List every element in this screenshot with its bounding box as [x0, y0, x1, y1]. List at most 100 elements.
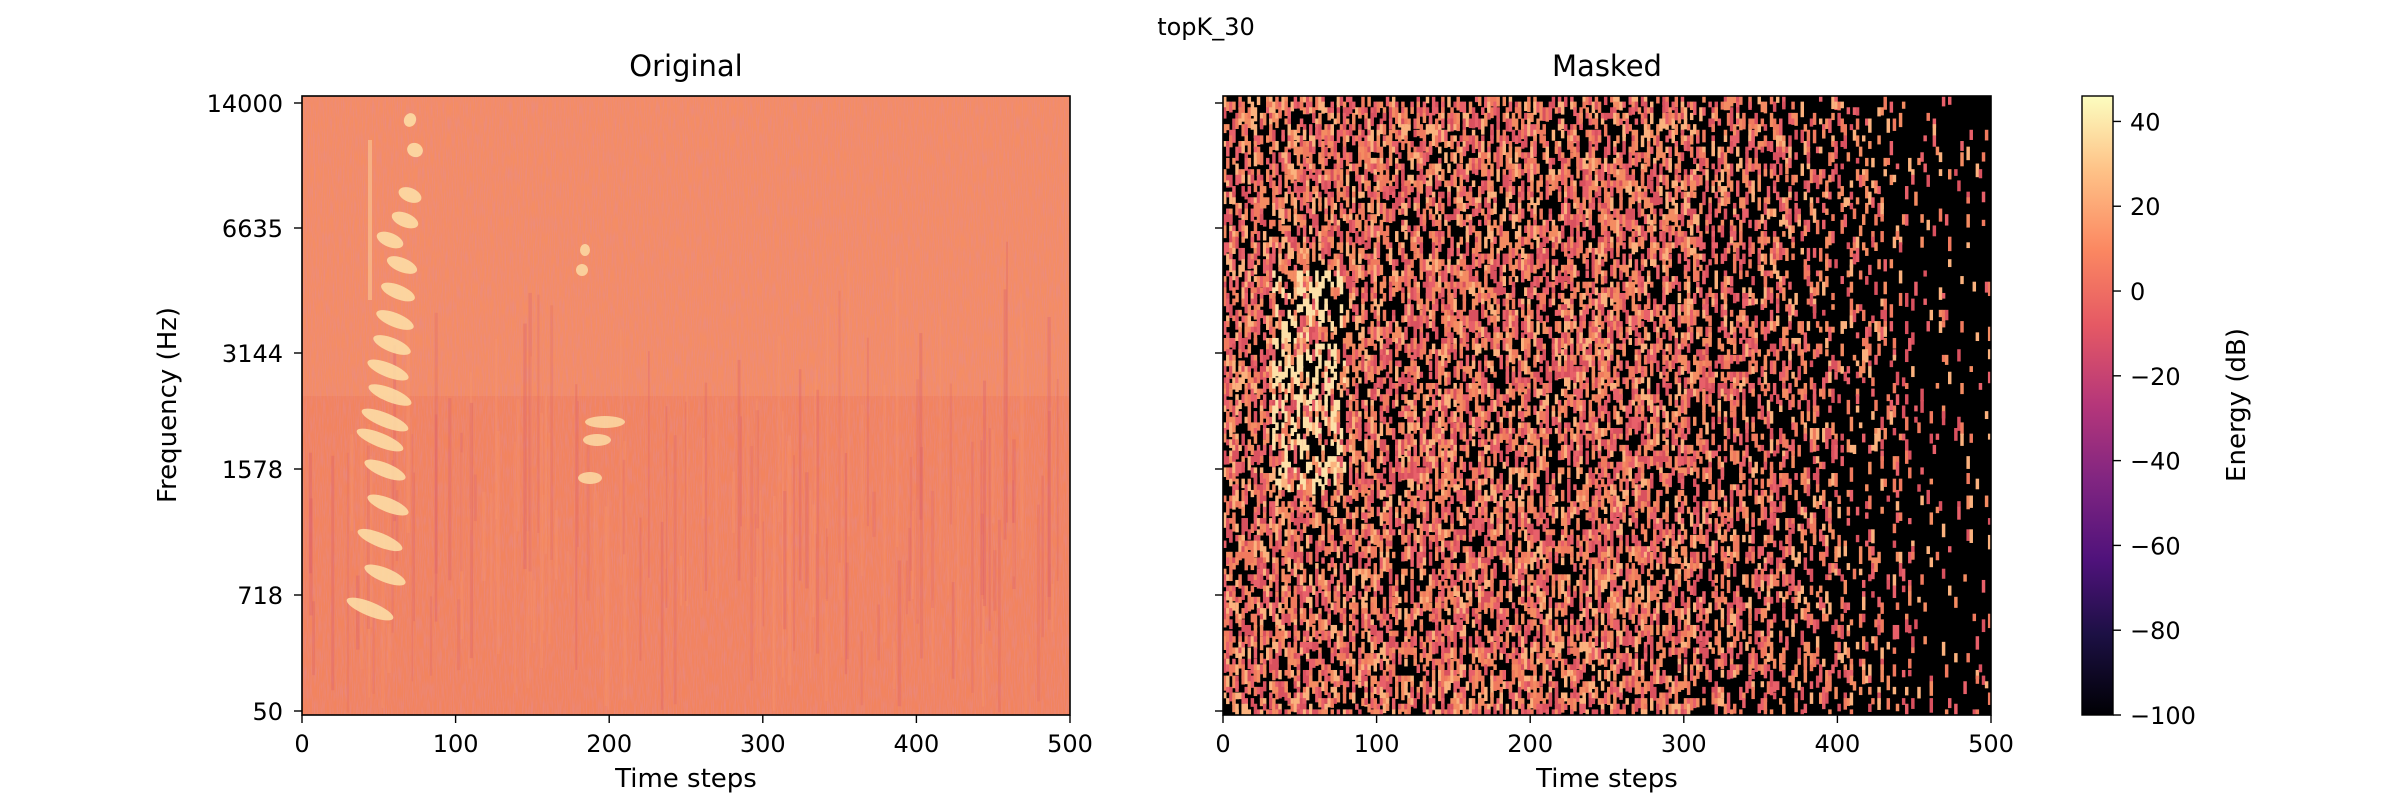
masked-cell [1447, 703, 1451, 715]
masked-cell [1367, 703, 1371, 713]
masked-cell [1238, 202, 1242, 210]
masked-cell [1312, 613, 1316, 624]
masked-cell [1481, 141, 1485, 155]
masked-cell [1309, 388, 1313, 397]
masked-cell [1262, 422, 1267, 432]
masked-cell [1355, 478, 1359, 487]
masked-cell [1481, 686, 1485, 693]
masked-cell [1241, 259, 1245, 272]
masked-cell [1312, 456, 1316, 465]
masked-cell [1330, 214, 1334, 224]
masked-cell [1278, 709, 1282, 715]
masked-cell [1404, 450, 1408, 457]
masked-cell [1404, 366, 1408, 374]
masked-cell [1290, 135, 1295, 149]
spectrogram-streak [1036, 504, 1041, 702]
masked-cell [1413, 281, 1417, 289]
masked-cell [1419, 624, 1424, 632]
masked-cell [1272, 394, 1276, 403]
masked-cell [1395, 129, 1399, 140]
masked-cell [1253, 512, 1258, 527]
call-harmonic [357, 528, 403, 552]
masked-cell [1293, 214, 1298, 226]
masked-cell [1232, 416, 1236, 427]
masked-cell [1318, 174, 1322, 184]
spectrogram-streak [381, 537, 385, 709]
masked-cell [1333, 489, 1338, 501]
masked-cell [1278, 264, 1282, 272]
masked-cell [1505, 377, 1510, 384]
masked-cell [1410, 523, 1414, 534]
masked-cell [1309, 107, 1313, 114]
masked-cell [1266, 264, 1270, 274]
masked-cell [1299, 563, 1304, 571]
masked-cell [1305, 484, 1310, 494]
masked-cell [1226, 214, 1230, 223]
masked-cell [1431, 579, 1436, 589]
masked-cell [1496, 698, 1500, 706]
masked-cell [1468, 546, 1473, 561]
masked-cell [1484, 264, 1488, 273]
masked-cell [1388, 428, 1393, 436]
spectrogram-streak [939, 316, 942, 562]
masked-cell [1490, 135, 1494, 144]
masked-cell [1250, 174, 1255, 184]
masked-cell [1391, 709, 1396, 715]
masked-cell [1327, 141, 1331, 149]
masked-cell [1404, 129, 1408, 140]
masked-cell [1330, 546, 1334, 552]
masked-cell [1438, 180, 1442, 187]
masked-cell [1229, 428, 1233, 438]
masked-cell [1471, 388, 1476, 398]
masked-cell [1471, 669, 1476, 681]
spectrogram-streak [702, 437, 706, 519]
masked-cell [1407, 197, 1411, 209]
masked-cell [1244, 292, 1248, 305]
masked-cell [1413, 337, 1417, 353]
masked-cell [1330, 349, 1334, 357]
masked-cell [1272, 247, 1276, 257]
masked-cell [1361, 309, 1365, 320]
masked-cell [1318, 658, 1322, 665]
masked-cell [1324, 664, 1328, 672]
masked-cell [1404, 467, 1408, 480]
masked-cell [1269, 664, 1273, 671]
masked-cell [1481, 450, 1485, 461]
masked-cell [1327, 343, 1331, 350]
masked-cell [1312, 298, 1316, 309]
masked-cell [1471, 337, 1476, 350]
masked-cell [1398, 608, 1402, 620]
masked-cell [1385, 647, 1390, 656]
masked-cell [1309, 169, 1313, 179]
masked-cell [1453, 321, 1457, 332]
masked-cell [1223, 653, 1227, 664]
masked-cell [1272, 101, 1276, 114]
masked-cell [1388, 118, 1393, 130]
masked-cell [1287, 630, 1291, 638]
masked-cell [1299, 281, 1304, 297]
masked-cell [1496, 247, 1500, 256]
original-y-ticks: 14000 6635 3144 1578 718 50 [207, 90, 302, 726]
masked-cell [1226, 208, 1230, 220]
masked-cell [1284, 321, 1288, 334]
masked-cell [1524, 101, 1528, 112]
masked-cell [1428, 647, 1433, 661]
masked-cell [1223, 630, 1227, 641]
masked-cell [1223, 141, 1227, 147]
masked-cell [1524, 163, 1528, 174]
masked-cell [1309, 574, 1313, 585]
masked-cell [1511, 698, 1516, 711]
masked-cell [1235, 647, 1239, 658]
masked-cell [1493, 546, 1497, 557]
masked-cell [1459, 309, 1464, 325]
masked-cell [1490, 579, 1494, 593]
masked-cell [1401, 394, 1405, 401]
masked-cell [1524, 681, 1528, 692]
masked-cell [1431, 613, 1436, 620]
masked-cell [1226, 422, 1230, 430]
masked-cell [1391, 698, 1396, 711]
spectrogram-streak [838, 402, 841, 600]
masked-cell [1444, 141, 1448, 148]
masked-cell [1395, 579, 1399, 588]
masked-cell [1474, 630, 1479, 637]
